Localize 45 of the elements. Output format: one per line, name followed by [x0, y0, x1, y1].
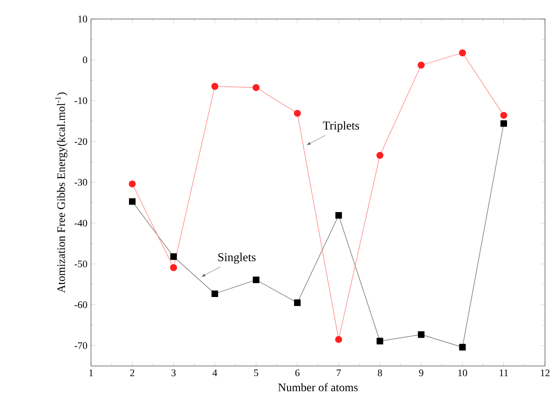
x-tick-label: 6 [295, 370, 300, 376]
point [252, 276, 260, 284]
point [418, 331, 424, 338]
point [376, 152, 384, 159]
point [211, 82, 218, 90]
point [335, 212, 342, 219]
x-tick-label: 2 [130, 370, 134, 376]
x-tick-label: 1 [89, 370, 93, 376]
x-tick-label: 12 [540, 370, 550, 376]
y-tick-label: -50 [74, 260, 88, 268]
x-tick-label: 9 [419, 370, 424, 376]
point [459, 344, 466, 351]
y-tick-label: -70 [74, 342, 88, 349]
x-tick-label: 10 [458, 370, 468, 376]
series-label: Triplets [322, 121, 360, 132]
y-tick-label: 0 [82, 56, 88, 64]
point [128, 198, 136, 205]
x-tick-label: 5 [254, 370, 258, 376]
point [376, 338, 384, 344]
point [500, 120, 508, 127]
y-tick-label: -20 [74, 138, 88, 145]
x-tick-label: 11 [500, 370, 508, 376]
x-axis-title: Number of atoms [278, 383, 358, 392]
y-tick-label: -60 [74, 301, 88, 308]
point [252, 84, 260, 92]
y-tick-label: -30 [74, 178, 88, 186]
point [212, 290, 218, 298]
x-tick-label: 4 [212, 370, 218, 376]
point [294, 110, 301, 117]
point [458, 49, 466, 56]
x-tick-label: 7 [336, 370, 341, 376]
y-tick-label: -10 [74, 97, 88, 104]
point [170, 264, 178, 272]
y-tick-label: -40 [74, 220, 88, 226]
x-tick-label: 3 [172, 370, 176, 376]
point [128, 180, 136, 188]
y-axis-title: Atomization Free Gibbs Energy(kcal.mol$^{-1}$) [55, 92, 68, 293]
x-tick-label: 8 [378, 370, 382, 376]
point [418, 62, 425, 69]
point [170, 253, 177, 260]
point [500, 112, 508, 119]
point [294, 299, 301, 306]
y-tick-label: 10 [78, 16, 88, 22]
series-label: Singlets [218, 252, 256, 264]
point [335, 336, 342, 343]
